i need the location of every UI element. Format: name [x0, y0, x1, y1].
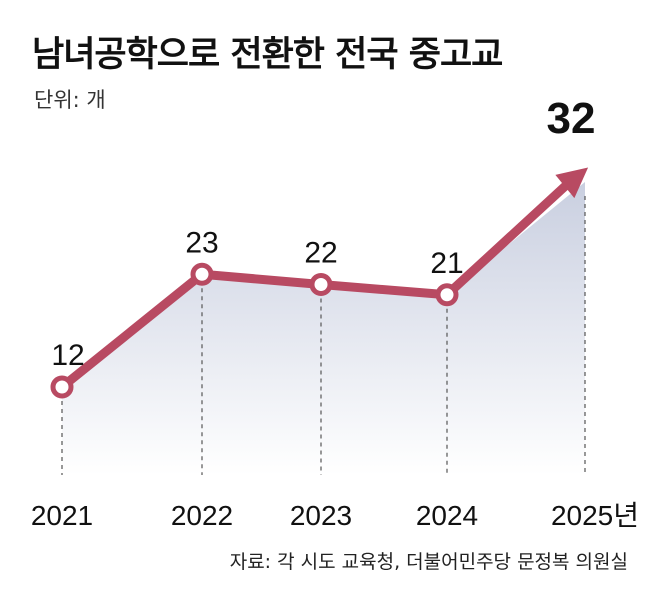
data-label-2025년: 32 — [547, 94, 596, 143]
data-point-2023 — [309, 273, 333, 296]
data-label-2022: 23 — [185, 226, 218, 259]
unit-label: 단위: 개 — [34, 88, 106, 112]
data-point-2022 — [190, 262, 214, 286]
x-tick-2025년: 2025년 — [551, 500, 639, 531]
x-tick-2024: 2024 — [416, 500, 478, 531]
data-point-2021 — [50, 375, 74, 399]
x-tick-2022: 2022 — [171, 500, 233, 531]
x-tick-2023: 2023 — [290, 500, 352, 531]
x-tick-2021: 2021 — [31, 500, 93, 531]
source-note: 자료: 각 시도 교육청, 더불어민주당 문정복 의원실 — [229, 551, 628, 573]
trend-arrowhead — [555, 167, 589, 199]
data-label-2021: 12 — [51, 339, 84, 372]
data-point-2024 — [435, 283, 459, 307]
data-label-2023: 22 — [304, 237, 337, 270]
chart-title: 남녀공학으로 전환한 전국 중고교 — [32, 35, 503, 75]
data-label-2024: 21 — [430, 247, 463, 280]
area-fill — [62, 182, 585, 475]
